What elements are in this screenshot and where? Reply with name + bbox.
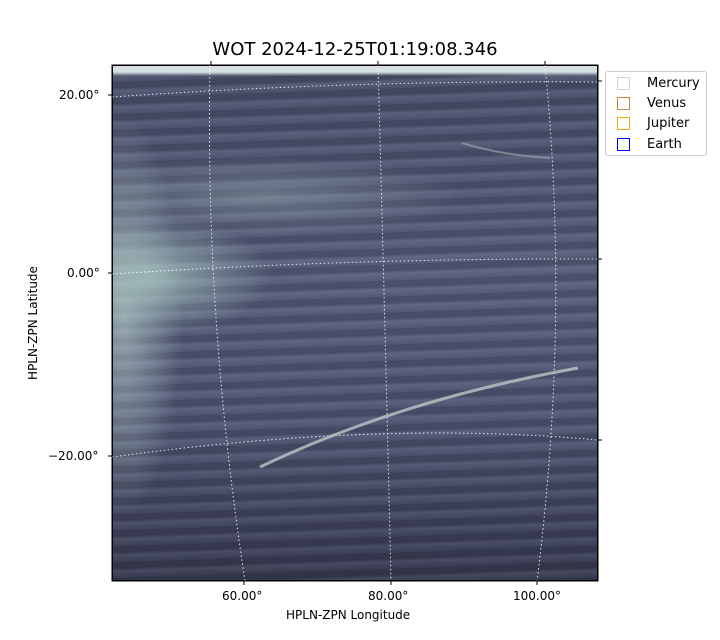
grid-lon-80 [377, 64, 392, 582]
legend-label: Venus [647, 95, 687, 111]
ytick-label: 20.00° [59, 88, 100, 102]
comet-streak [259, 366, 579, 469]
legend: Mercury Venus Jupiter Earth [605, 71, 707, 156]
legend-label: Earth [647, 136, 682, 152]
x-axis-label: HPLN-ZPN Longitude [286, 608, 411, 622]
legend-swatch [617, 137, 630, 151]
ytick-label: −20.00° [48, 449, 99, 463]
legend-label: Jupiter [647, 115, 690, 131]
legend-item-venus: Venus [617, 93, 686, 113]
xtick-label: 80.00° [368, 589, 409, 603]
chart-title: WOT 2024-12-25T01:19:08.346 [212, 39, 498, 60]
legend-swatch [617, 116, 630, 130]
legend-swatch [617, 76, 630, 90]
faint-streak [461, 142, 551, 159]
grid-lat-minus20 [111, 432, 599, 458]
xtick-label: 100.00° [513, 589, 561, 603]
legend-item-mercury: Mercury [617, 73, 700, 93]
grid-lon-60 [208, 64, 246, 582]
legend-item-jupiter: Jupiter [617, 113, 689, 133]
legend-label: Mercury [647, 75, 700, 91]
legend-swatch [617, 96, 630, 110]
y-axis-label: HPLN-ZPN Latitude [26, 266, 40, 380]
legend-item-earth: Earth [617, 134, 682, 154]
grid-lat-0 [111, 258, 599, 275]
ytick-label: 0.00° [67, 266, 100, 280]
grid-lat-20 [111, 81, 599, 98]
grid-lon-100 [536, 64, 557, 582]
xtick-label: 60.00° [222, 589, 263, 603]
